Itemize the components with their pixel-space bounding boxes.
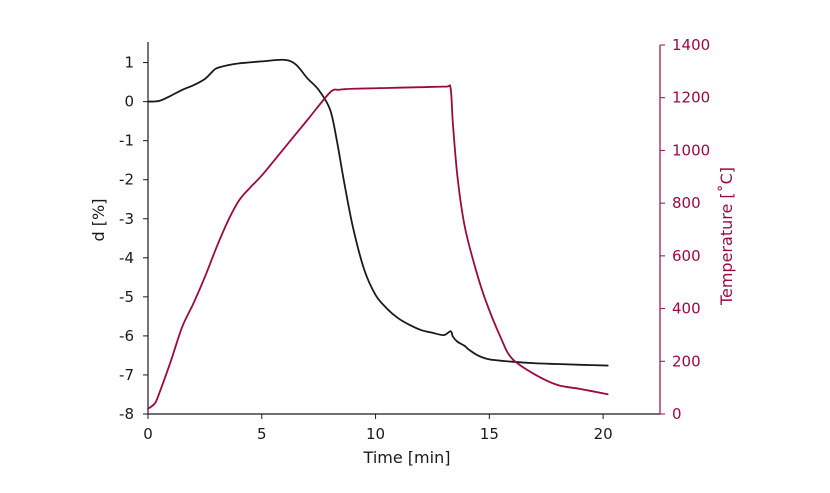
y-left-tick-label: -3 [119,210,134,228]
x-axis-title: Time [min] [363,448,451,467]
x-tick-label: 20 [594,425,613,443]
y-right-axis-title: Temperature [˚C] [717,167,736,306]
y-right-tick-label: 1400 [672,36,710,54]
labels: 0 5 10 15 2010-1-2-3-4-5-6-7-814001200100080… [119,36,710,443]
y-left-axis-title: d [%] [89,199,108,242]
y-left-tick-label: -1 [119,132,134,150]
y-right-tick-label: 800 [672,194,701,212]
y-left-tick-label: -7 [119,366,134,384]
y-left-tick-label: -6 [119,327,134,345]
y-left-tick-label: -4 [119,249,134,267]
y-left-tick-label: 1 [124,54,134,72]
y-right-tick-label: 1000 [672,141,710,159]
y-left-tick-label: -8 [119,405,134,423]
axes [143,42,665,419]
d-series-line [147,58,609,367]
y-left-tick-label: -2 [119,171,134,189]
y-right-tick-label: 1200 [672,89,710,107]
y-right-tick-label: 600 [672,247,701,265]
x-tick-label: 0 [143,425,153,443]
series-layer [147,58,609,410]
y-right-tick-label: 200 [672,352,701,370]
x-tick-label: 10 [366,425,385,443]
y-right-tick-label: 400 [672,300,701,318]
x-tick-label: 5 [257,425,267,443]
y-right-tick-label: 0 [672,405,682,423]
x-tick-label: 15 [480,425,499,443]
temperature-series-line [147,84,609,410]
y-left-tick-label: -5 [119,288,134,306]
y-left-tick-label: 0 [124,93,134,111]
